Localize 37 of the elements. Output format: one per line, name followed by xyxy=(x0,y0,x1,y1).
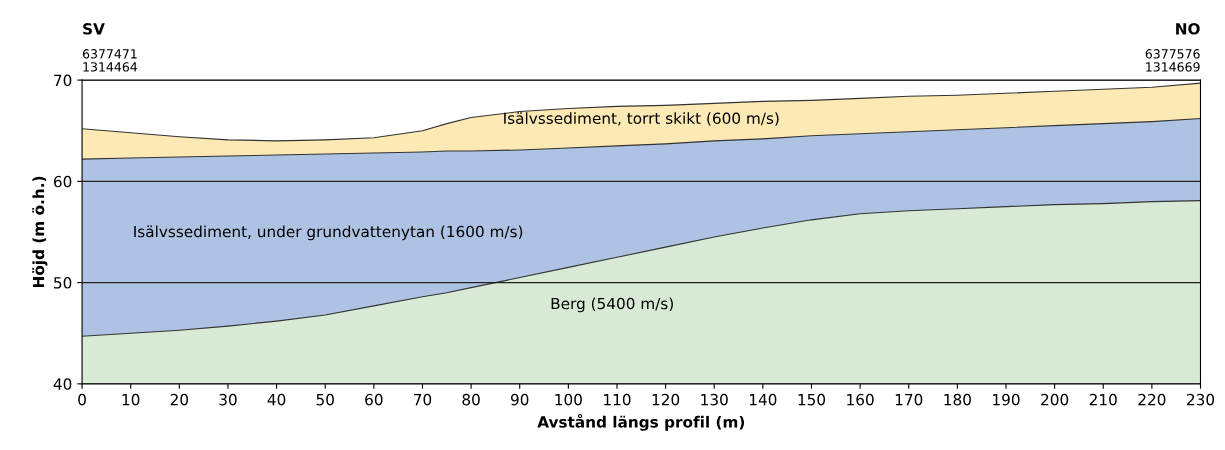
text: 6377471 1314464 xyxy=(82,49,138,72)
x-tick-label: 80 xyxy=(462,393,480,406)
y-tick-label: 50 xyxy=(54,277,72,289)
y-tick-label: 70 xyxy=(54,74,72,87)
x-tick-label: 170 xyxy=(895,393,923,406)
x-tick-label: 160 xyxy=(847,393,874,406)
x-tick-label: 50 xyxy=(316,393,334,406)
x-tick-label: 120 xyxy=(652,393,680,406)
annotation: Berg (5400 m/s) xyxy=(551,297,673,313)
x-tick-label: 100 xyxy=(555,393,582,406)
x-axis-title: Avstånd längs profil (m) xyxy=(537,413,745,431)
x-tick-label: 190 xyxy=(993,393,1020,406)
x-tick-label: 200 xyxy=(1041,393,1069,406)
x-tick-label: 110 xyxy=(604,393,631,406)
x-tick-label: 180 xyxy=(944,393,971,406)
text: 6377576 1314669 xyxy=(1145,49,1200,72)
x-tick-label: 0 xyxy=(78,393,86,406)
y-tick-label: 40 xyxy=(53,378,72,390)
x-tick-label: 70 xyxy=(414,393,432,406)
x-tick-label: 140 xyxy=(749,393,777,406)
text: SV xyxy=(83,23,105,35)
annotation: Isälvssediment, under grundvattenytan (1600 m/s) xyxy=(134,225,523,241)
x-tick-label: 90 xyxy=(510,393,529,406)
annotation: Isälvssediment, torrt skikt (600 m/s) xyxy=(504,112,779,126)
x-tick-label: 30 xyxy=(219,393,237,406)
x-tick-label: 10 xyxy=(122,393,140,406)
y-tick-label: 60 xyxy=(53,175,72,188)
x-tick-label: 40 xyxy=(267,393,286,406)
x-tick-label: 150 xyxy=(798,393,826,406)
x-tick-label: 60 xyxy=(365,393,383,406)
x-tick-label: 220 xyxy=(1138,393,1166,406)
text: NO xyxy=(1176,23,1200,35)
x-tick-label: 230 xyxy=(1187,393,1215,406)
x-tick-label: 20 xyxy=(170,393,189,406)
x-tick-label: 130 xyxy=(701,393,728,406)
y-axis-title: Höjd (m ö.h.) xyxy=(32,176,48,288)
x-tick-label: 210 xyxy=(1089,393,1117,406)
